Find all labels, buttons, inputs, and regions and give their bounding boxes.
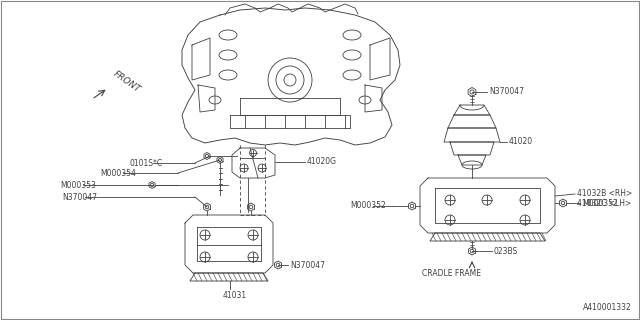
Text: N370047: N370047	[62, 193, 97, 202]
Text: 023BS: 023BS	[494, 246, 518, 255]
Text: M000352: M000352	[582, 198, 618, 207]
Text: N370047: N370047	[290, 260, 325, 269]
Text: 41031: 41031	[223, 291, 247, 300]
Text: 41032B <RH>: 41032B <RH>	[577, 189, 632, 198]
Text: M000354: M000354	[100, 169, 136, 178]
Text: 41020: 41020	[509, 138, 533, 147]
Text: FRONT: FRONT	[112, 69, 142, 94]
Text: M000352: M000352	[350, 202, 386, 211]
Text: 41032C <LH>: 41032C <LH>	[577, 199, 631, 209]
Text: CRADLE FRAME: CRADLE FRAME	[422, 268, 481, 277]
Text: M000353: M000353	[60, 180, 96, 189]
Text: A410001332: A410001332	[583, 303, 632, 312]
Text: 41020G: 41020G	[307, 157, 337, 166]
Text: N370047: N370047	[489, 87, 524, 97]
Text: 0101S*C: 0101S*C	[130, 158, 163, 167]
